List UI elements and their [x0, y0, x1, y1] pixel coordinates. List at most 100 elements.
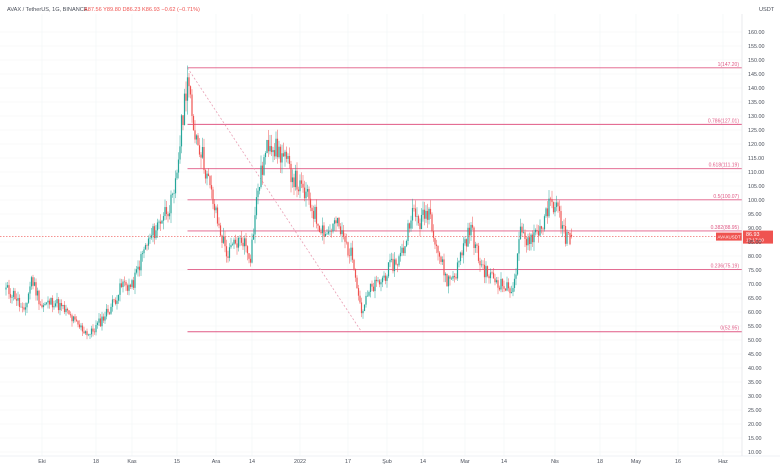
retracement-trend-line[interactable]	[187, 67, 362, 332]
candle-body	[392, 258, 394, 272]
candle-body	[59, 302, 61, 311]
price-tick-label: 105.00	[748, 184, 765, 190]
candle-body	[372, 286, 375, 292]
candle-body	[41, 304, 43, 308]
time-tick-label: Mar	[460, 459, 469, 465]
candle-body	[446, 273, 448, 287]
candle-body	[134, 272, 136, 288]
candle-body	[161, 220, 163, 224]
candle-body	[15, 299, 18, 301]
candle-body	[305, 191, 307, 199]
candle-body	[386, 276, 388, 281]
candle-body	[204, 170, 207, 179]
candle-body	[509, 288, 511, 294]
candle-body	[413, 207, 415, 209]
candle-body	[32, 277, 34, 286]
candle-body	[243, 238, 246, 247]
last-price-tag[interactable]	[743, 230, 773, 244]
candle-body	[422, 209, 424, 215]
candle-body	[53, 306, 55, 308]
candle-body	[395, 259, 397, 265]
candle-body	[309, 198, 312, 208]
candle-body	[570, 234, 573, 237]
candle-body	[180, 115, 183, 147]
price-tick-label: 35.00	[748, 380, 762, 386]
candle-body	[21, 306, 24, 308]
candle-body	[506, 282, 508, 291]
candle-body	[185, 93, 187, 101]
candle-body	[137, 266, 139, 270]
candle-body	[230, 245, 232, 248]
price-tick-label: 115.00	[748, 156, 764, 162]
candle-body	[356, 277, 358, 289]
candle-body	[407, 223, 409, 242]
candle-body	[332, 223, 334, 232]
candle-body	[279, 146, 282, 163]
candle-body	[296, 170, 298, 190]
candle-body	[164, 207, 166, 217]
candle-body	[245, 238, 247, 247]
candle-body	[216, 207, 219, 224]
candle-body	[24, 307, 27, 310]
candle-body	[497, 280, 499, 288]
candle-body	[420, 214, 423, 230]
candle-body	[264, 152, 267, 158]
candle-body	[288, 155, 291, 164]
candle-body	[390, 258, 393, 260]
candle-body	[440, 256, 442, 262]
candle-body	[455, 277, 457, 279]
fibonacci-retracement[interactable]: 1(147.20) 0.786(127.01) 0.618(111.19) 0.5(1…	[187, 62, 743, 333]
time-tick-label: Kas	[127, 459, 137, 465]
candle-body	[213, 203, 216, 211]
candle-body	[18, 297, 21, 307]
candle-body	[377, 280, 379, 282]
candle-body	[542, 228, 544, 230]
time-axis[interactable]: Eki 18 Kas 15 Ara 14 2022 17 Şub 14 Mar 14 Nis 18 May 1…	[0, 455, 780, 465]
candle-body	[333, 220, 336, 224]
candle-body	[80, 325, 82, 328]
candle-body	[218, 223, 220, 226]
candle-body	[549, 198, 552, 200]
candle-body	[360, 302, 363, 314]
candle-body	[318, 225, 321, 232]
candle-body	[162, 216, 165, 221]
time-tick-label: May	[631, 459, 641, 465]
candle-body	[98, 318, 100, 323]
candle-body	[281, 153, 283, 163]
candle-body	[210, 185, 213, 190]
candle-body	[546, 208, 549, 217]
candle-body	[75, 319, 78, 321]
price-tick-label: 145.00	[748, 72, 765, 78]
price-axis[interactable]: 10.00 15.00 20.00 25.00 30.00 35.00 40.00 45.00…	[741, 14, 765, 456]
candle-body	[342, 230, 345, 237]
bar-countdown: 17:17:10	[746, 238, 764, 243]
candle-body	[155, 230, 157, 239]
candle-body	[525, 238, 528, 246]
trend-line[interactable]	[187, 67, 362, 332]
candle-body	[140, 254, 142, 271]
time-tick-label: Nis	[551, 459, 559, 465]
candle-body	[501, 278, 504, 287]
candle-body	[324, 234, 327, 237]
candle-body	[252, 234, 255, 240]
candle-body	[471, 224, 474, 228]
candle-body	[383, 275, 385, 278]
candle-body	[30, 277, 33, 287]
candle-body	[374, 279, 376, 292]
candle-body	[429, 208, 432, 215]
candle-body	[200, 154, 202, 158]
candle-body	[71, 315, 73, 322]
candle-body	[255, 197, 258, 216]
time-tick-label: 2022	[294, 459, 306, 465]
candle-body	[338, 217, 340, 227]
candle-body	[81, 325, 84, 332]
candles	[5, 65, 573, 340]
candle-body	[510, 292, 513, 294]
candle-body	[411, 207, 414, 221]
candle-body	[48, 300, 51, 305]
candle-body	[477, 245, 480, 261]
candle-body	[450, 278, 453, 280]
